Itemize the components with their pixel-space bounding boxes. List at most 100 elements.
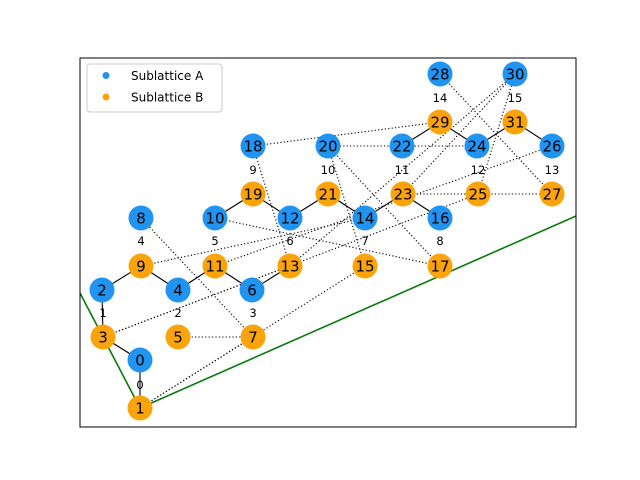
node-label: 26 bbox=[542, 138, 561, 156]
sublattice-b-marker bbox=[427, 109, 453, 135]
sublattice-b-marker bbox=[539, 181, 565, 207]
lattice-node-26: 26 bbox=[539, 133, 565, 159]
node-label: 29 bbox=[430, 114, 449, 132]
lattice-node-7: 7 bbox=[240, 324, 266, 350]
node-label: 2 bbox=[97, 282, 107, 300]
sublattice-b-marker bbox=[390, 181, 416, 207]
lattice-node-31: 31 bbox=[502, 109, 528, 135]
cell-index-label: 15 bbox=[508, 91, 523, 105]
cell-index-label: 2 bbox=[174, 306, 181, 320]
node-label: 9 bbox=[136, 258, 146, 276]
legend-label-sublattice-b: Sublattice B bbox=[131, 91, 203, 105]
sublattice-a-marker bbox=[202, 205, 228, 231]
cell-index-label: 9 bbox=[249, 163, 256, 177]
sublattice-a-marker bbox=[352, 205, 378, 231]
lattice-node-21: 21 bbox=[315, 181, 341, 207]
sublattice-a-marker bbox=[89, 277, 115, 303]
sublattice-b-marker bbox=[128, 253, 154, 279]
cell-index-label: 7 bbox=[361, 234, 368, 248]
cell-index-label: 6 bbox=[286, 234, 293, 248]
dotted-bond bbox=[252, 121, 441, 147]
node-label: 10 bbox=[205, 210, 224, 228]
node-label: 31 bbox=[505, 114, 524, 132]
dotted-bond bbox=[252, 145, 291, 267]
sublattice-b-marker bbox=[127, 395, 153, 421]
lattice-node-28: 28 bbox=[427, 61, 453, 87]
node-label: 8 bbox=[136, 210, 146, 228]
cell-index-label: 0 bbox=[136, 378, 143, 392]
cell-index-label: 14 bbox=[433, 91, 448, 105]
sublattice-a-marker bbox=[464, 133, 490, 159]
lattice-node-0: 0 bbox=[127, 347, 153, 373]
lattice-node-4: 4 bbox=[165, 277, 191, 303]
sublattice-a-marker bbox=[315, 133, 341, 159]
cell-index-label: 5 bbox=[211, 234, 218, 248]
lattice-node-8: 8 bbox=[128, 205, 154, 231]
lattice-node-13: 13 bbox=[277, 253, 303, 279]
node-label: 23 bbox=[393, 186, 412, 204]
lattice-node-2: 2 bbox=[89, 277, 115, 303]
cell-index-label: 8 bbox=[436, 234, 443, 248]
lattice-node-1: 1 bbox=[127, 395, 153, 421]
node-label: 15 bbox=[355, 258, 374, 276]
legend-marker-sublattice-b bbox=[102, 93, 110, 101]
sublattice-a-marker bbox=[502, 61, 528, 87]
sublattice-b-marker bbox=[90, 324, 116, 350]
sublattice-b-marker bbox=[202, 253, 228, 279]
node-label: 12 bbox=[280, 210, 299, 228]
sublattice-b-marker bbox=[240, 181, 266, 207]
lattice-node-30: 30 bbox=[502, 61, 528, 87]
lattice-node-14: 14 bbox=[352, 205, 378, 231]
node-label: 0 bbox=[135, 352, 145, 370]
node-label: 25 bbox=[468, 186, 487, 204]
sublattice-a-marker bbox=[427, 61, 453, 87]
cell-index-label: 13 bbox=[545, 163, 560, 177]
lattice-node-27: 27 bbox=[539, 181, 565, 207]
sublattice-b-marker bbox=[502, 109, 528, 135]
node-label: 5 bbox=[173, 329, 183, 347]
lattice-node-23: 23 bbox=[390, 181, 416, 207]
lattice-node-24: 24 bbox=[464, 133, 490, 159]
dotted-bond bbox=[214, 217, 441, 267]
lattice-node-11: 11 bbox=[202, 253, 228, 279]
sublattice-a-marker bbox=[239, 277, 265, 303]
sublattice-b-marker bbox=[427, 253, 453, 279]
sublattice-a-marker bbox=[277, 205, 303, 231]
sublattice-b-marker bbox=[165, 324, 191, 350]
cell-index-label: 3 bbox=[249, 306, 256, 320]
node-label: 14 bbox=[355, 210, 374, 228]
lattice-node-20: 20 bbox=[315, 133, 341, 159]
lattice-node-22: 22 bbox=[389, 133, 415, 159]
lattice-node-25: 25 bbox=[465, 181, 491, 207]
lattice-node-12: 12 bbox=[277, 205, 303, 231]
legend: Sublattice A Sublattice B bbox=[86, 63, 223, 113]
node-label: 16 bbox=[430, 210, 449, 228]
sublattice-b-marker bbox=[277, 253, 303, 279]
sublattice-a-marker bbox=[427, 205, 453, 231]
cell-index-label: 11 bbox=[395, 163, 410, 177]
dotted-bond bbox=[327, 145, 366, 267]
node-label: 24 bbox=[467, 138, 486, 156]
cell-index-label: 1 bbox=[99, 306, 106, 320]
boundary-line bbox=[139, 215, 576, 409]
lattice-nodes: 0123456789101112131415161718192021222324… bbox=[89, 61, 565, 421]
lattice-node-5: 5 bbox=[165, 324, 191, 350]
node-label: 21 bbox=[318, 186, 337, 204]
lattice-node-6: 6 bbox=[239, 277, 265, 303]
lattice-node-3: 3 bbox=[90, 324, 116, 350]
boundary-line bbox=[80, 292, 141, 409]
sublattice-b-marker bbox=[315, 181, 341, 207]
node-label: 13 bbox=[280, 258, 299, 276]
legend-marker-sublattice-a bbox=[102, 72, 110, 79]
node-label: 11 bbox=[205, 258, 224, 276]
sublattice-a-marker bbox=[389, 133, 415, 159]
cell-index-label: 12 bbox=[471, 163, 486, 177]
lattice-node-9: 9 bbox=[128, 253, 154, 279]
sublattice-b-marker bbox=[465, 181, 491, 207]
dotted-bond bbox=[477, 73, 516, 195]
legend-label-sublattice-a: Sublattice A bbox=[131, 69, 204, 83]
boundary-lines bbox=[80, 215, 576, 409]
lattice-node-16: 16 bbox=[427, 205, 453, 231]
